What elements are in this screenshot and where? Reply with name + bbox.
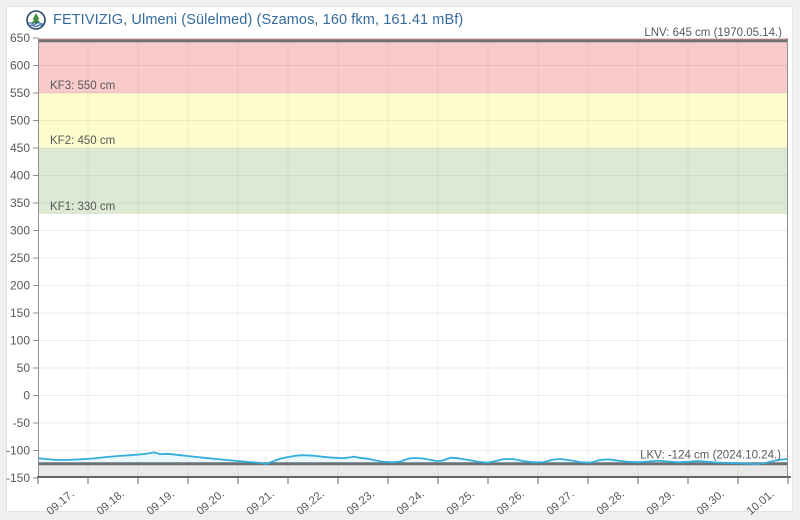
- water-level-series-line: [37, 451, 789, 465]
- alert-band-kf2: [38, 93, 788, 148]
- y-axis-label: 450: [10, 141, 30, 155]
- y-axis-label: 400: [10, 169, 30, 183]
- fetivizig-water-authority-logo-icon: [26, 10, 46, 30]
- y-axis-label: 250: [10, 251, 30, 265]
- kf3-label: KF3: 550 cm: [50, 80, 115, 92]
- y-axis-label: -150: [6, 471, 30, 485]
- y-axis-label: -100: [6, 444, 30, 458]
- y-axis-label: 550: [10, 86, 30, 100]
- y-axis-label: 600: [10, 59, 30, 73]
- y-axis-label: -50: [13, 416, 31, 430]
- alert-band-kf3: [38, 38, 788, 93]
- lnv-label: LNV: 645 cm (1970.05.14.): [644, 27, 782, 39]
- y-axis-label: 500: [10, 114, 30, 128]
- y-axis-label: 200: [10, 279, 30, 293]
- water-level-chart: 650 600 550 500 450 400 350 300 250 200 150 100 50 0-…: [6, 27, 791, 518]
- y-axis-label: 650: [10, 31, 30, 45]
- chart-svg: 650600550500450400350300250200150100500-…: [6, 27, 791, 518]
- y-axis-label: 150: [10, 306, 30, 320]
- kf1-label: KF1: 330 cm: [50, 201, 115, 213]
- y-axis-label: 300: [10, 224, 30, 238]
- y-axis-label: 50: [17, 361, 31, 375]
- lkv-label: LKV: -124 cm (2024.10.24.): [640, 450, 781, 462]
- below-lkv-band: [38, 463, 788, 478]
- alert-band-kf1: [38, 148, 788, 214]
- y-axis-label: 0: [23, 389, 30, 403]
- chart-header: FETIVIZIG, Ulmeni (Sülelmed) (Szamos, 16…: [26, 8, 463, 32]
- station-title: FETIVIZIG, Ulmeni (Sülelmed) (Szamos, 16…: [53, 12, 464, 28]
- y-axis-label: 100: [10, 334, 30, 348]
- kf2-label: KF2: 450 cm: [50, 135, 115, 147]
- y-axis-label: 350: [10, 196, 30, 210]
